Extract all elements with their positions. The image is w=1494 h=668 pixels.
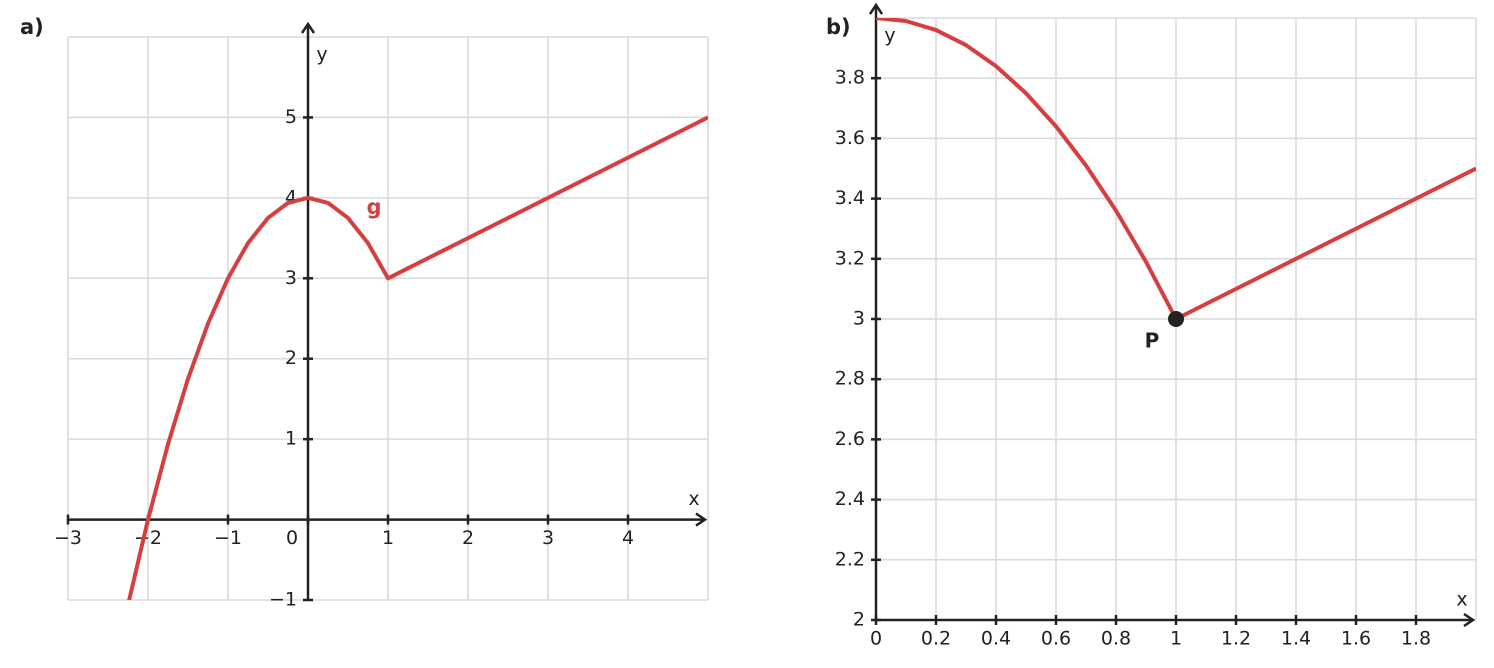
y-tick-label: 3.4 [835,187,865,209]
y-tick-label: 5 [285,106,297,128]
x-tick-label: −2 [134,527,162,549]
y-tick-label: 3.6 [835,127,865,149]
y-tick-label: 2 [853,609,865,631]
x-axis-arrow [695,512,708,527]
y-axis-arrow [868,2,884,15]
x-tick-label: 1.4 [1281,628,1311,650]
x-tick-label: 1.6 [1341,628,1371,650]
x-tick-label: −3 [54,527,82,549]
y-tick-label: −1 [269,589,297,611]
x-tick-label: 1.2 [1221,628,1251,650]
curve [127,115,708,600]
y-tick-label: 2.4 [835,488,865,510]
x-tick-label: 0.2 [921,628,951,650]
x-tick-label: 1 [1170,628,1182,650]
x-tick-label: 0 [286,527,298,549]
y-tick-label: 2 [285,347,297,369]
x-tick-label: 4 [622,527,634,549]
y-axis-label: y [884,25,895,47]
x-axis-label: x [688,488,699,510]
x-tick-label: 1 [382,527,394,549]
curve-label: g [366,195,381,219]
x-tick-label: 0.4 [981,628,1011,650]
panel-label: b) [826,15,851,39]
x-tick-label: −1 [214,527,242,549]
point-label: P [1145,329,1160,353]
y-tick-label: 3 [853,308,865,330]
x-tick-label: 3 [542,527,554,549]
x-tick-label: 0 [870,628,882,650]
y-tick-label: 3.8 [835,67,865,89]
y-axis-arrow [300,21,316,34]
y-tick-label: 2.6 [835,428,865,450]
x-axis-label: x [1456,589,1467,611]
point [1168,311,1184,327]
panel-label: a) [20,15,44,39]
y-axis-label: y [316,44,327,66]
y-tick-label: 3 [285,267,297,289]
x-tick-label: 0.6 [1041,628,1071,650]
x-tick-label: 1.8 [1401,628,1431,650]
x-tick-label: 0.8 [1101,628,1131,650]
y-tick-label: 2.2 [835,548,865,570]
y-tick-label: 2.8 [835,368,865,390]
x-tick-label: 2 [462,527,474,549]
y-tick-label: 1 [285,428,297,450]
curve [876,18,1476,321]
y-tick-label: 3.2 [835,247,865,269]
x-axis-arrow [1463,612,1476,628]
